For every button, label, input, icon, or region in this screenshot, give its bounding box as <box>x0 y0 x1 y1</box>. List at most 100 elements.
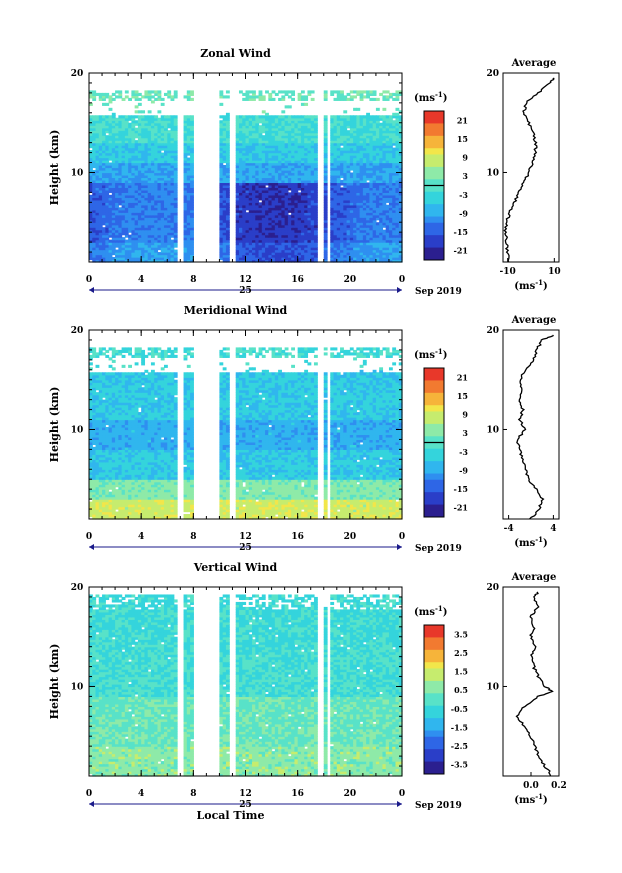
heatmap-cell <box>160 249 165 253</box>
heatmap-cell <box>102 160 106 164</box>
heatmap-cell <box>95 184 100 188</box>
heatmap-cell <box>183 174 188 179</box>
heatmap-cell <box>160 184 165 188</box>
heatmap-cell <box>385 184 390 188</box>
heatmap-cell <box>128 162 132 166</box>
heatmap-cell <box>271 187 276 191</box>
heatmap-cell <box>313 242 318 246</box>
heatmap-cell <box>134 174 139 179</box>
heatmap-cell <box>372 132 377 136</box>
heatmap-cell <box>98 122 103 126</box>
heatmap-cell <box>265 237 269 241</box>
heatmap-cell <box>115 177 119 181</box>
heatmap-cell <box>157 157 162 161</box>
heatmap-cell <box>300 132 305 136</box>
heatmap-cell <box>190 227 194 231</box>
heatmap-cell <box>379 232 384 236</box>
heatmap-cell <box>330 217 335 221</box>
heatmap-cell <box>242 92 247 96</box>
heatmap-cell <box>369 239 374 243</box>
heatmap-cell <box>333 257 338 261</box>
heatmap-cell <box>340 219 344 223</box>
heatmap-cell <box>359 249 364 253</box>
heatmap-cell <box>366 229 370 233</box>
heatmap-cell <box>141 194 146 198</box>
heatmap-cell <box>225 204 230 208</box>
heatmap-cell <box>118 125 123 129</box>
heatmap-cell <box>395 117 400 121</box>
heatmap-cell <box>333 189 338 193</box>
heatmap-cell <box>300 130 305 134</box>
heatmap-cell <box>190 232 194 236</box>
heatmap-cell <box>333 130 338 134</box>
heatmap-cell <box>157 169 162 174</box>
heatmap-cell <box>154 182 159 186</box>
heatmap-cell <box>323 239 328 243</box>
heatmap-cell <box>313 244 318 248</box>
heatmap-cell <box>265 194 269 198</box>
heatmap-cell <box>147 207 152 211</box>
heatmap-cell <box>398 174 403 179</box>
heatmap-cell <box>150 115 155 119</box>
heatmap-cell <box>395 135 400 139</box>
heatmap-cell <box>102 135 106 139</box>
heatmap-cell <box>128 234 132 238</box>
heatmap-cell <box>359 165 364 169</box>
heatmap-cell <box>163 137 168 141</box>
heatmap-cell <box>245 227 250 231</box>
heatmap-cell <box>95 199 100 203</box>
heatmap-cell <box>157 150 162 154</box>
heatmap-cell <box>291 160 296 164</box>
heatmap-cell <box>235 229 240 233</box>
heatmap-cell <box>150 140 155 144</box>
heatmap-cell <box>173 137 178 141</box>
heatmap-cell <box>115 169 119 174</box>
heatmap-cell <box>144 184 149 188</box>
heatmap-cell <box>261 157 266 161</box>
heatmap-cell <box>336 167 341 171</box>
heatmap-cell <box>349 239 354 243</box>
heatmap-cell <box>219 202 224 206</box>
heatmap-cell <box>281 232 286 236</box>
heatmap-cell <box>323 204 328 208</box>
heatmap-cell <box>271 120 276 124</box>
heatmap-cell <box>287 165 292 169</box>
heatmap-cell <box>382 135 387 139</box>
heatmap-cell <box>340 142 344 146</box>
heatmap-cell <box>366 120 370 124</box>
heatmap-cell <box>150 142 155 146</box>
heatmap-cell <box>287 125 292 129</box>
heatmap-cell <box>190 179 194 184</box>
heatmap-cell <box>287 117 292 121</box>
heatmap-cell <box>124 122 129 126</box>
heatmap-cell <box>102 117 106 121</box>
heatmap-cell <box>284 202 289 206</box>
heatmap-cell <box>340 242 344 246</box>
heatmap-cell <box>265 254 269 258</box>
heatmap-cell <box>287 122 292 126</box>
heatmap-cell <box>255 217 260 221</box>
heatmap-cell <box>294 237 299 241</box>
heatmap-cell <box>268 122 273 126</box>
heatmap-cell <box>359 232 364 236</box>
heatmap-cell <box>252 135 256 139</box>
heatmap-cell <box>310 172 315 176</box>
heatmap-cell <box>167 247 172 251</box>
heatmap-cell <box>121 219 126 223</box>
heatmap-cell <box>395 182 400 186</box>
heatmap-cell <box>300 202 305 206</box>
heatmap-cell <box>245 169 250 174</box>
heatmap-cell <box>173 172 178 176</box>
heatmap-cell <box>222 165 227 169</box>
heatmap-cell <box>333 137 338 141</box>
heatmap-cell <box>141 224 146 228</box>
heatmap-cell <box>398 239 403 243</box>
heatmap-cell <box>362 174 367 179</box>
heatmap-cell <box>95 155 100 159</box>
heatmap-cell <box>190 249 194 253</box>
heatmap-cell <box>186 157 191 161</box>
heatmap-cell <box>336 90 341 94</box>
heatmap-cell <box>255 192 260 196</box>
heatmap-cell <box>304 202 309 206</box>
heatmap-cell <box>310 142 315 146</box>
